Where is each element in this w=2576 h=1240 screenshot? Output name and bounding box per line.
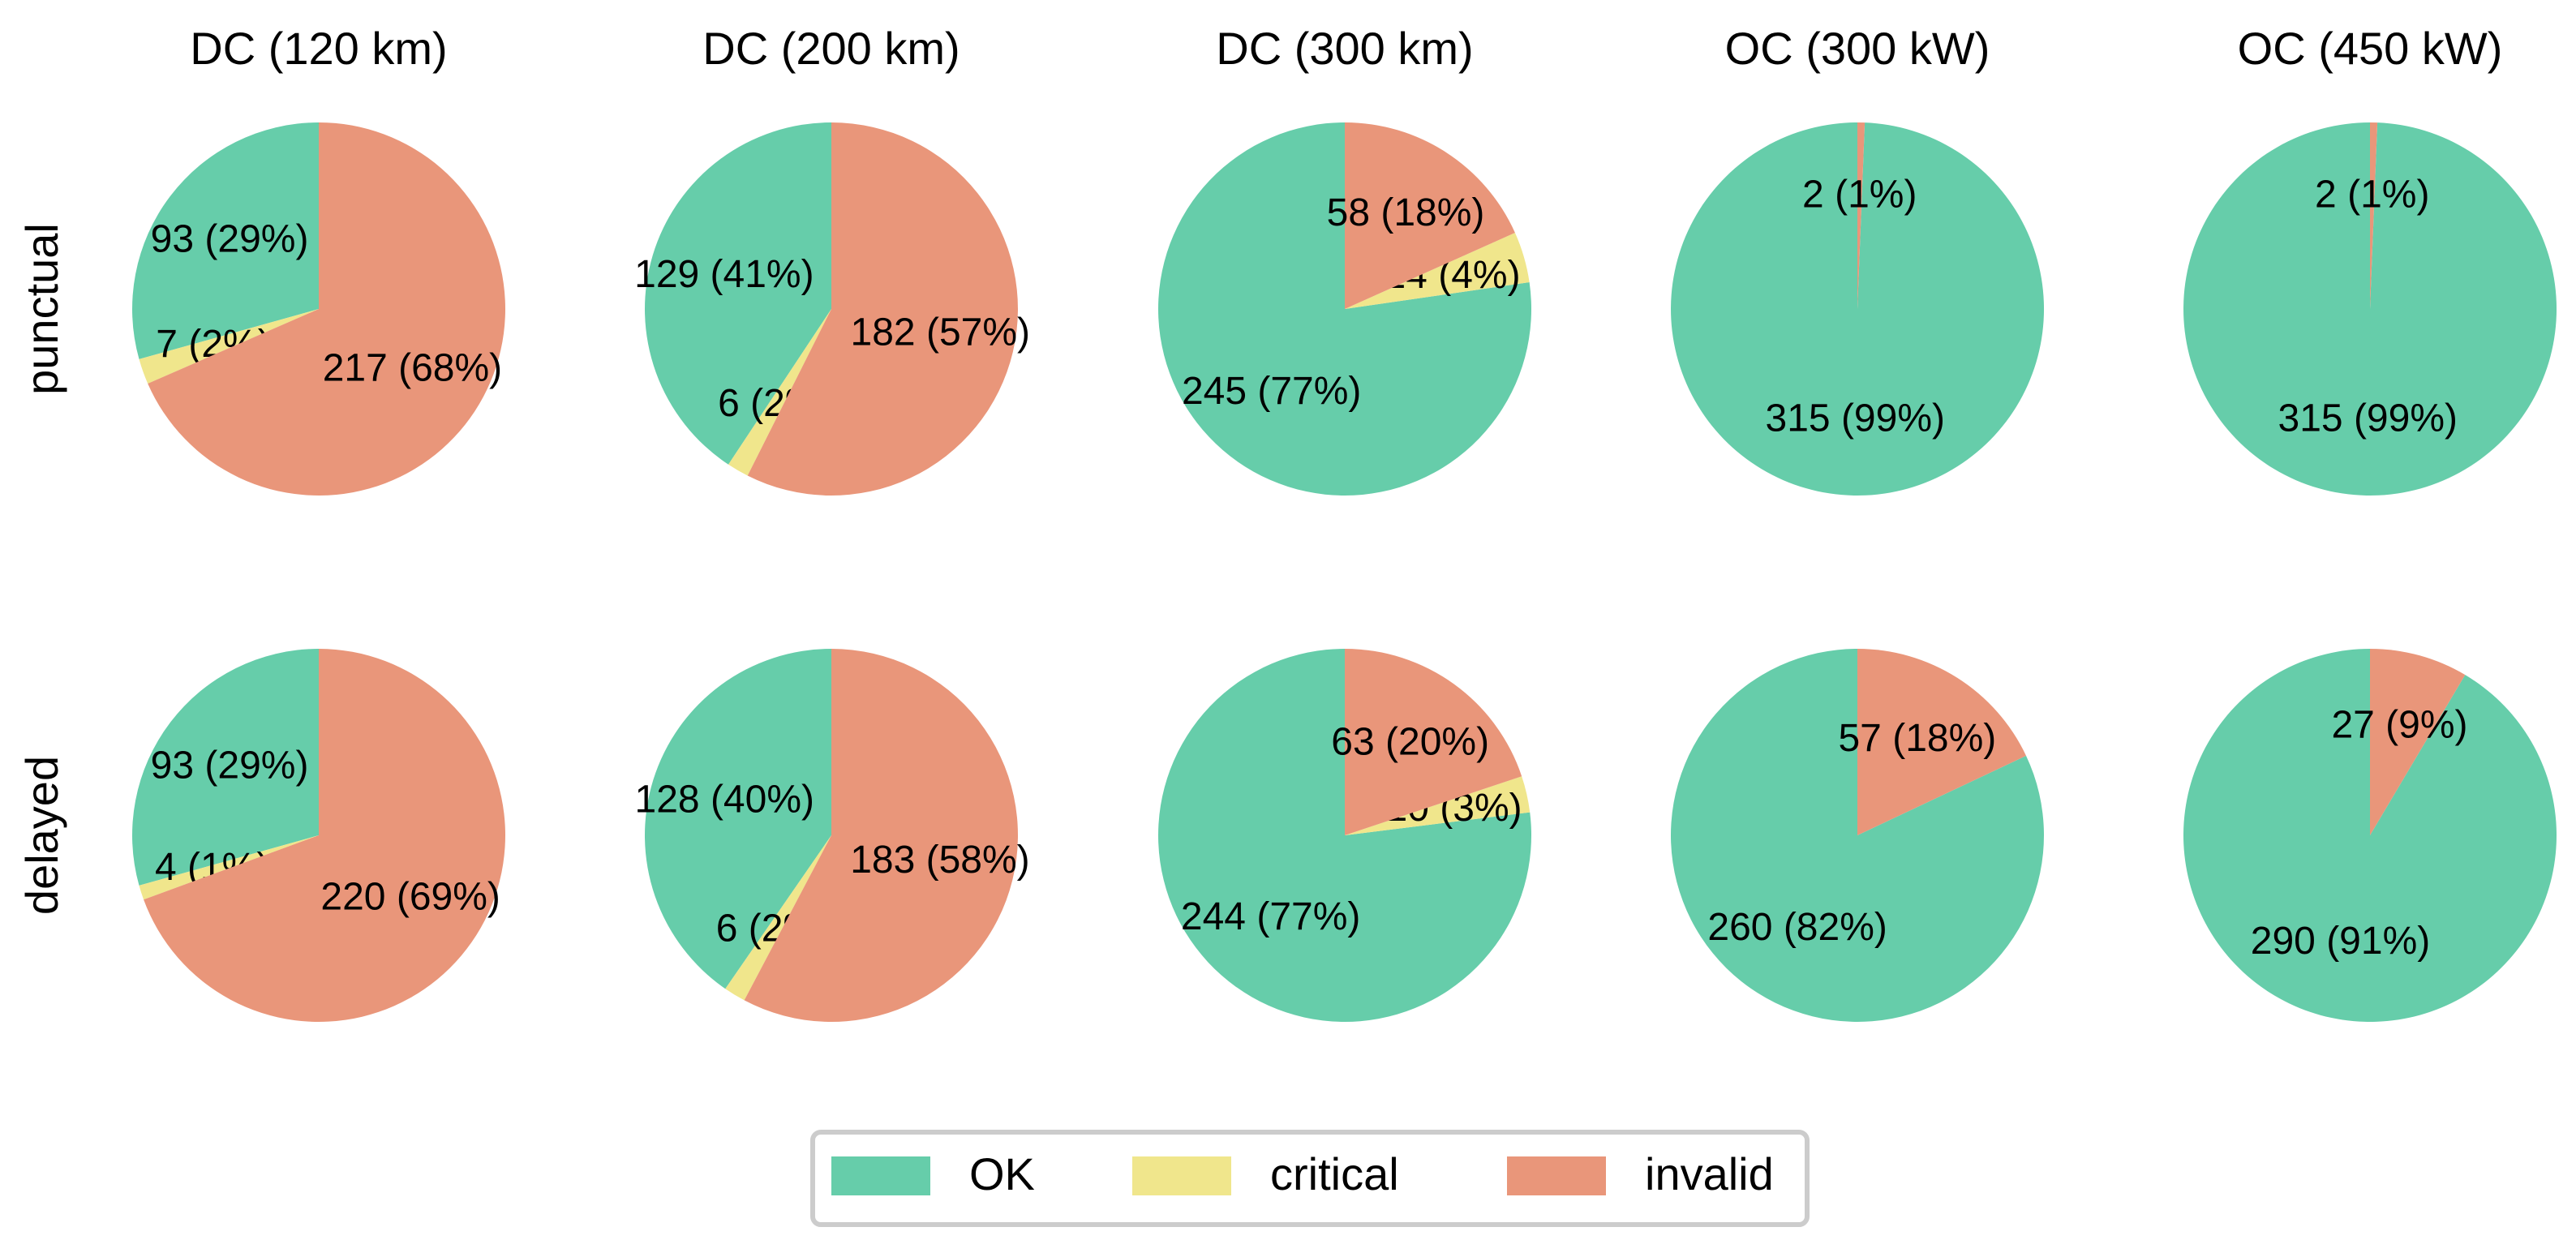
pie-slice-ok: [1670, 649, 2044, 1022]
pie-label-invalid: 2 (1%): [1802, 174, 1917, 217]
pie-delayed-oc-300-kw: 260 (82%) 57 (18%): [1670, 649, 2044, 1022]
pie-label-invalid: 27 (9%): [2331, 704, 2467, 747]
pie-slice-critical: [725, 835, 831, 1001]
pie-punctual-dc-200-km: 129 (41%)6 (2%)182 (57%): [634, 122, 1030, 496]
pie-label-invalid: 2 (1%): [2315, 174, 2429, 217]
pie-label-invalid: 63 (20%): [1331, 721, 1489, 764]
column-title-dc-300-km: DC (300 km): [1216, 23, 1473, 74]
pie-slice-invalid: [1345, 649, 1522, 835]
column-title-oc-450-kw: OC (450 kW): [2238, 23, 2503, 74]
pie-slice-invalid: [148, 122, 506, 496]
legend: OK critical invalid: [810, 1130, 1810, 1227]
pie-label-invalid: 58 (18%): [1327, 191, 1485, 234]
pie-label-ok: 128 (40%): [635, 779, 814, 822]
pie-punctual-oc-300-kw: 315 (99%) 2 (1%): [1671, 122, 2045, 496]
pie-slice-invalid: [1345, 122, 1515, 309]
pie-slice-ok: [132, 122, 319, 359]
pie-delayed-dc-300-km: 244 (77%)10 (3%)63 (20%): [1158, 649, 1532, 1022]
column-titles: DC (120 km) DC (200 km) DC (300 km) OC (300…: [190, 23, 2502, 74]
column-title-dc-120-km: DC (120 km): [190, 23, 447, 74]
pie-label-invalid: 220 (69%): [320, 876, 500, 919]
pie-slice-invalid: [747, 122, 1018, 496]
pie-slice-ok: [644, 649, 831, 989]
pie-label-ok: 315 (99%): [1766, 397, 1945, 440]
pie-slice-ok: [132, 649, 319, 886]
pie-slice-ok: [2183, 122, 2557, 496]
pie-delayed-dc-120-km: 93 (29%)4 (1%)220 (69%): [132, 649, 506, 1023]
pie-label-invalid: 182 (57%): [851, 311, 1030, 354]
pie-slice-invalid: [2370, 649, 2466, 835]
pie-slice-invalid: [1857, 122, 1865, 309]
pie-label-ok: 129 (41%): [634, 253, 814, 296]
row-labels: punctual delayed: [16, 223, 67, 915]
pie-label-ok: 244 (77%): [1181, 895, 1360, 938]
pie-punctual-oc-450-kw: 315 (99%) 2 (1%): [2183, 122, 2557, 496]
pie-label-invalid: 183 (58%): [850, 839, 1029, 882]
legend-item-ok: OK: [831, 1148, 1035, 1199]
column-title-dc-200-km: DC (200 km): [702, 23, 960, 74]
pie-slice-invalid: [2370, 122, 2378, 309]
column-title-oc-300-kw: OC (300 kW): [1725, 23, 1990, 74]
pie-label-ok: 260 (82%): [1707, 906, 1887, 949]
pie-slice-critical: [728, 309, 831, 476]
pie-label-ok: 245 (77%): [1182, 370, 1361, 413]
pie-delayed-dc-200-km: 128 (40%)6 (2%)183 (58%): [635, 649, 1030, 1022]
row-label-punctual: punctual: [16, 223, 67, 395]
pie-slice-ok: [1671, 122, 2045, 496]
pie-slice-critical: [1345, 232, 1530, 309]
pie-label-ok: 315 (99%): [2278, 397, 2458, 440]
pie-slice-critical: [139, 835, 319, 900]
row-label-delayed: delayed: [16, 756, 67, 915]
pie-slice-ok: [1158, 649, 1532, 1022]
pie-slice-critical: [1345, 776, 1531, 835]
pie-slice-invalid: [1857, 649, 2026, 835]
pie-delayed-oc-450-kw: 290 (91%) 27 (9%): [2183, 649, 2557, 1022]
pie-slice-invalid: [144, 649, 506, 1023]
pie-slice-critical: [139, 309, 319, 384]
legend-label-critical: critical: [1270, 1148, 1399, 1199]
pie-punctual-dc-300-km: 245 (77%)14 (4%)58 (18%): [1158, 122, 1532, 496]
legend-label-ok: OK: [969, 1148, 1035, 1199]
pie-slice-invalid: [744, 649, 1019, 1022]
legend-frame: [810, 1130, 1810, 1227]
legend-swatch-ok: [831, 1156, 930, 1195]
legend-item-critical: critical: [1132, 1148, 1399, 1199]
pies: 93 (29%)7 (2%)217 (68%) 129 (41%)6 (2%)18…: [132, 122, 2557, 1023]
legend-item-invalid: invalid: [1507, 1148, 1774, 1199]
pie-label-invalid: 217 (68%): [323, 346, 502, 389]
pie-slice-ok: [645, 122, 831, 465]
pie-punctual-dc-120-km: 93 (29%)7 (2%)217 (68%): [132, 122, 506, 496]
legend-swatch-critical: [1132, 1156, 1231, 1195]
pie-slice-ok: [1158, 122, 1532, 496]
legend-swatch-invalid: [1507, 1156, 1606, 1195]
legend-label-invalid: invalid: [1645, 1148, 1774, 1199]
pie-label-ok: 290 (91%): [2251, 920, 2430, 963]
pie-label-invalid: 57 (18%): [1838, 717, 1996, 760]
pie-label-ok: 93 (29%): [151, 744, 309, 787]
pie-label-ok: 93 (29%): [151, 217, 309, 260]
